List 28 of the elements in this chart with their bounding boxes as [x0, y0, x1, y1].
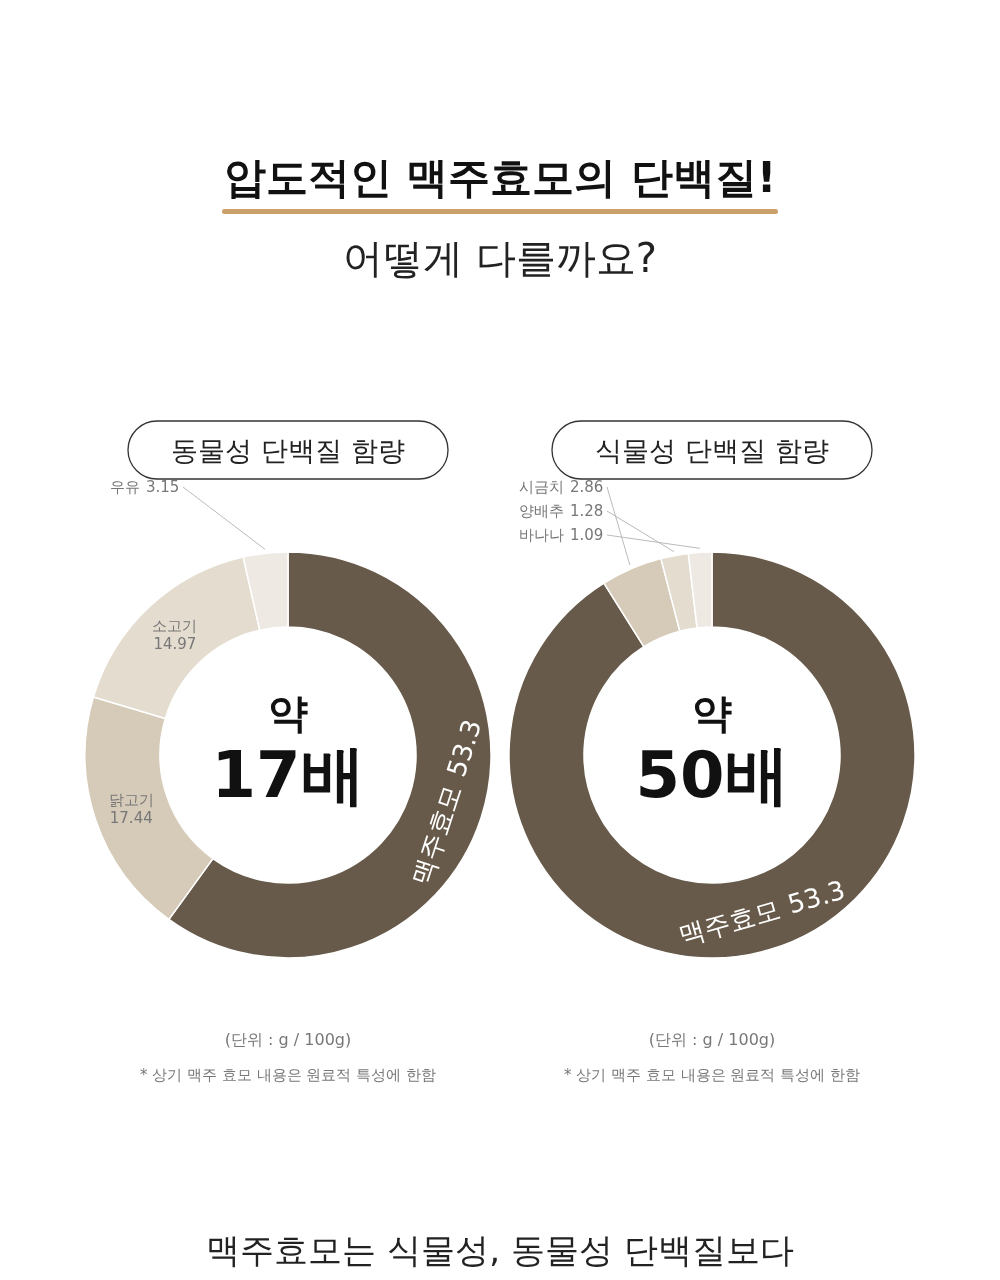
data-label: 53.3	[441, 715, 488, 781]
slice-label: 맥주효모	[674, 893, 784, 952]
chart-title: 식물성 단백질 함량	[595, 435, 829, 466]
text: 압도적인 맥주효모의 단백질!	[223, 153, 777, 202]
text: * 상기 맥주 효모 내용은 원료적 특성에 한함	[564, 1066, 860, 1084]
data-label: 3.15	[146, 478, 180, 496]
text: (단위 : g / 100g)	[648, 1030, 776, 1049]
slice-label: 우유	[110, 478, 140, 496]
slice-label: 양배추	[519, 502, 564, 520]
text: 17배	[211, 738, 365, 812]
text: (단위 : g / 100g)	[224, 1030, 352, 1049]
text: 약	[692, 690, 732, 736]
slice-label: 시금치	[519, 478, 564, 496]
data-label: 14.97	[153, 635, 197, 654]
slice-label: 바나나	[519, 526, 564, 544]
slice-label: 소고기	[152, 617, 198, 636]
slice-label: 닭고기	[108, 791, 154, 810]
data-label: 1.09	[570, 526, 604, 544]
data-label: 17.44	[109, 809, 153, 828]
data-label: 53.3	[784, 874, 849, 920]
text: 맥주효모는 식물성, 동물성 단백질보다	[206, 1230, 794, 1270]
chart-title: 동물성 단백질 함량	[171, 435, 405, 466]
text: * 상기 맥주 효모 내용은 원료적 특성에 한함	[140, 1066, 436, 1084]
data-label: 1.28	[570, 502, 604, 520]
data-label: 2.86	[570, 478, 604, 496]
text: 어떻게 다를까요?	[343, 235, 657, 281]
text: 50배	[635, 738, 789, 812]
text: 약	[268, 690, 308, 736]
